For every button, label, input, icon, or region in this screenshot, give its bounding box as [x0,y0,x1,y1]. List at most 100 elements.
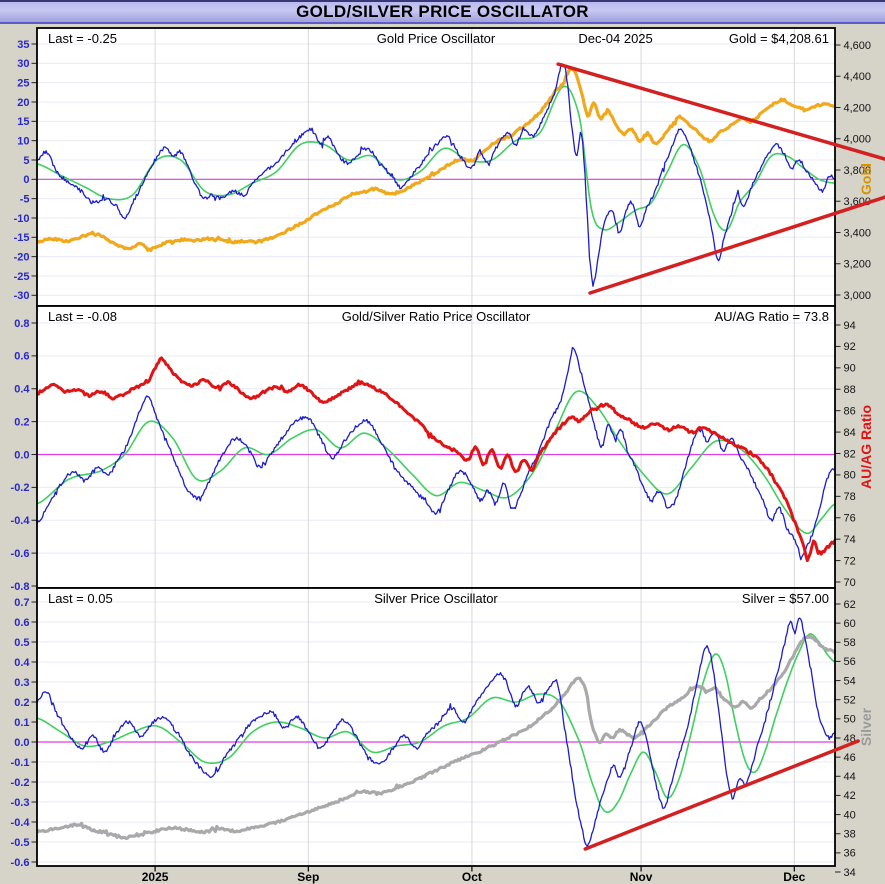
title-bar: GOLD/SILVER PRICE OSCILLATOR [0,0,885,24]
svg-text:-0.6: -0.6 [11,548,30,560]
svg-text:82: 82 [844,448,856,460]
svg-text:86: 86 [844,405,856,417]
trendlines [556,62,885,851]
svg-text:88: 88 [844,384,856,396]
svg-text:0.3: 0.3 [14,677,29,689]
gold-panel: 35 30 25 20 15 10 5 0 -5 -10 -15 -20 -25 -30 4,600 4,40… [14,27,874,307]
svg-text:0.4: 0.4 [14,657,30,669]
svg-text:20: 20 [17,97,29,109]
silver-silver-price-line [37,634,835,840]
svg-text:-25: -25 [14,271,30,283]
silver-panel-border [36,587,836,867]
svg-text:56: 56 [844,656,856,668]
svg-text:38: 38 [844,829,856,841]
svg-text:10: 10 [17,135,29,147]
svg-text:-0.2: -0.2 [11,777,30,789]
svg-text:40: 40 [844,809,856,821]
gold-gold-price-line [37,67,835,252]
svg-text:3,400: 3,400 [844,227,872,239]
gold-panel-title: Gold Price Oscillator [376,31,496,46]
silver-last-value: Last = 0.05 [48,591,113,606]
gold-axis-labels: 35 30 25 20 15 10 5 0 -5 -10 -15 -20 -25 -30 4,600 4,40… [14,39,871,302]
svg-text:60: 60 [844,618,856,630]
svg-text:0.8: 0.8 [14,318,29,330]
svg-text:0.6: 0.6 [14,617,29,629]
svg-text:84: 84 [844,427,856,439]
x-label-Nov: Nov [630,870,653,884]
silver-panel-title: Silver Price Oscillator [374,591,498,606]
ratio-last-value: Last = -0.08 [48,309,118,324]
gold-price-value: Gold = $4,208.61 [728,31,829,46]
x-axis: 2025 Sep Oct Nov Dec [142,866,806,884]
svg-text:50: 50 [844,714,856,726]
x-label-Oct: Oct [462,870,482,884]
svg-text:52: 52 [844,695,856,707]
gold-panel-header: Last = -0.25 Gold Price Oscillator Dec-0… [37,31,835,47]
gold-trendline [556,62,885,161]
gold-plot-bg [37,28,835,306]
svg-text:25: 25 [17,77,29,89]
svg-text:0: 0 [23,174,29,186]
ratio-axis-labels: 0.8 0.6 0.4 0.2 0.0 -0.2 -0.4 -0.6 -0.8 94 92 90 88 8… [11,318,856,593]
silver-price-value: Silver = $57.00 [741,591,829,606]
svg-text:3,800: 3,800 [844,165,872,177]
silver-panel: 0.7 0.6 0.5 0.4 0.3 0.2 0.1 0.0 -0.1 -0.2 -0.3 -0.4… [11,587,874,879]
svg-text:62: 62 [844,599,856,611]
svg-text:0.4: 0.4 [14,384,30,396]
svg-text:5: 5 [23,155,29,167]
svg-text:58: 58 [844,637,856,649]
svg-text:-0.3: -0.3 [11,797,30,809]
ratio-plot-bg [37,306,835,588]
svg-text:90: 90 [844,363,856,375]
ratio-oscillator-line [37,346,835,561]
gold-last-value: Last = -0.25 [48,31,118,46]
svg-text:4,600: 4,600 [844,40,872,52]
svg-text:54: 54 [844,675,856,687]
svg-text:36: 36 [844,848,856,860]
silver-plot-bg [37,588,835,866]
svg-text:0.1: 0.1 [14,717,29,729]
svg-text:0.2: 0.2 [14,416,29,428]
svg-text:-15: -15 [14,232,30,244]
svg-text:78: 78 [844,491,856,503]
gold-oscillator-line [37,63,835,287]
svg-text:-0.8: -0.8 [11,581,30,593]
svg-text:0.7: 0.7 [14,597,29,609]
svg-text:4,400: 4,400 [844,71,872,83]
silver-panel-header: Last = 0.05 Silver Price Oscillator Silv… [37,591,835,607]
ratio-panel-title: Gold/Silver Ratio Price Oscillator [341,309,531,324]
svg-text:46: 46 [844,752,856,764]
svg-text:-0.4: -0.4 [11,817,31,829]
svg-text:42: 42 [844,790,856,802]
svg-text:76: 76 [844,513,856,525]
ratio-panel: 0.8 0.6 0.4 0.2 0.0 -0.2 -0.4 -0.6 -0.8 94 92 90 88 8… [11,305,874,593]
silver-axis-labels: 0.7 0.6 0.5 0.4 0.3 0.2 0.1 0.0 -0.1 -0.2 -0.3 -0.4… [11,597,856,879]
svg-text:4,200: 4,200 [844,102,872,114]
silver-trendline [583,739,860,851]
ratio-signal-line [37,390,835,535]
x-label-Sep: Sep [297,870,319,884]
svg-text:92: 92 [844,341,856,353]
svg-text:0.6: 0.6 [14,351,29,363]
ratio-axis-title: AU/AG Ratio [858,405,874,489]
ratio-ratio-price-line [37,356,835,563]
gold-grid [37,29,835,305]
svg-text:-0.2: -0.2 [11,482,30,494]
svg-text:35: 35 [17,39,29,51]
x-label-Dec: Dec [783,870,805,884]
svg-text:0.5: 0.5 [14,637,29,649]
chart-date: Dec-04 2025 [578,31,653,46]
silver-oscillator-line [37,617,835,848]
svg-text:70: 70 [844,577,856,589]
svg-text:80: 80 [844,470,856,482]
silver-grid [37,589,835,865]
svg-text:4,000: 4,000 [844,134,872,146]
svg-text:3,000: 3,000 [844,290,872,302]
svg-text:-0.6: -0.6 [11,857,30,869]
gold-axis-title: Gold [858,163,874,195]
gold-trendline [588,195,885,295]
svg-text:3,200: 3,200 [844,259,872,271]
svg-text:74: 74 [844,534,856,546]
svg-text:-10: -10 [14,213,30,225]
